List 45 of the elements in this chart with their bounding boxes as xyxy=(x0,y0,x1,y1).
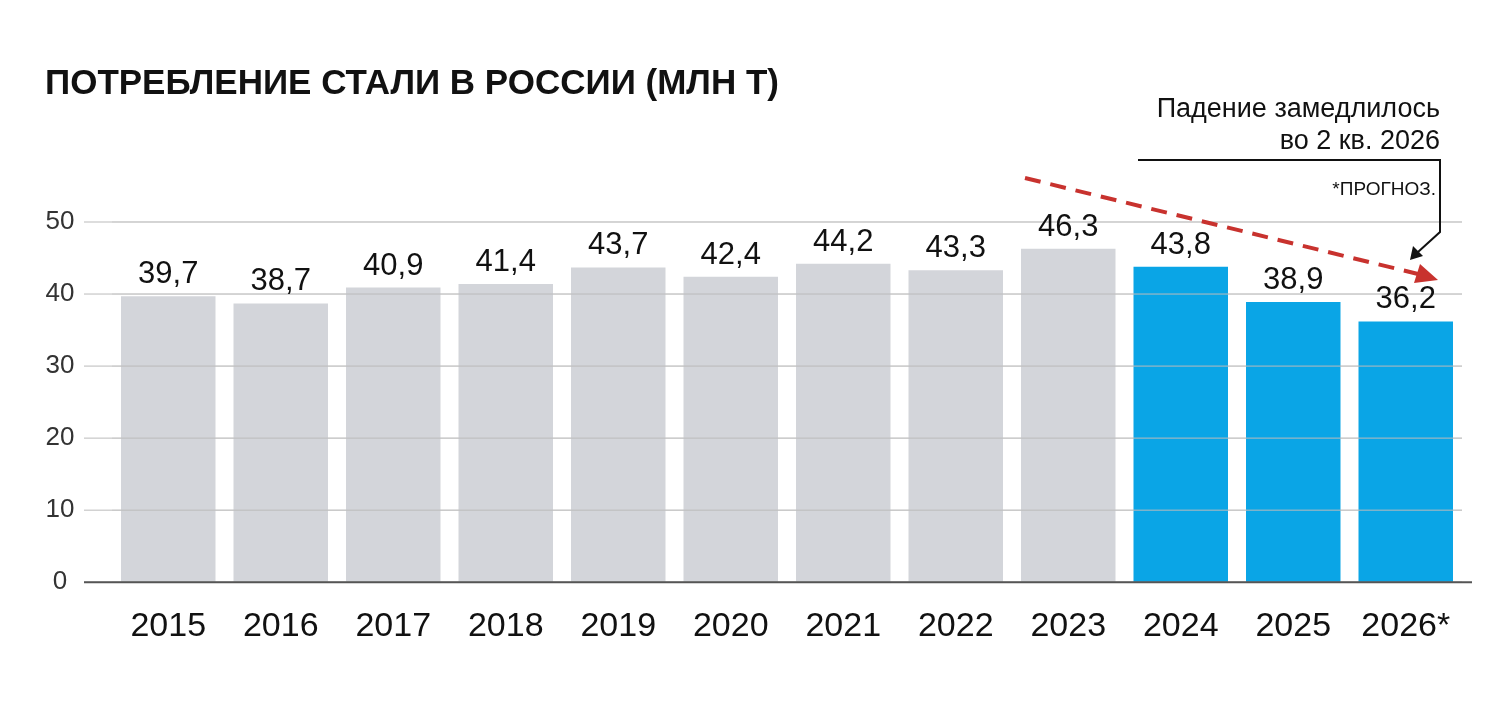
x-tick-label: 2023 xyxy=(1030,604,1107,643)
bar xyxy=(571,267,666,583)
x-tick-label: 2025 xyxy=(1255,604,1332,643)
chart-title: ПОТРЕБЛЕНИЕ СТАЛИ В РОССИИ (МЛН Т) xyxy=(45,62,779,102)
data-label: 36,2 xyxy=(1375,280,1436,316)
bar xyxy=(1133,266,1228,583)
x-tick-label: 2024 xyxy=(1142,604,1219,643)
x-tick-label: 2015 xyxy=(130,604,207,643)
data-label: 38,9 xyxy=(1263,261,1324,297)
bar xyxy=(233,303,328,583)
data-label: 44,2 xyxy=(813,222,874,258)
y-tick-label: 40 xyxy=(45,277,75,308)
data-label: 43,7 xyxy=(588,226,649,262)
x-tick-label: 2021 xyxy=(805,604,882,643)
text: Падение замедлилось во 2 кв. 2026 xyxy=(1156,92,1440,156)
bar xyxy=(683,276,778,583)
data-label: 41,4 xyxy=(475,243,536,278)
bar xyxy=(908,270,1003,583)
data-label: 42,4 xyxy=(700,235,761,271)
y-tick-label: 10 xyxy=(45,493,75,524)
data-label: 39,7 xyxy=(138,255,199,291)
bar xyxy=(1021,248,1116,583)
x-tick-label: 2017 xyxy=(355,604,432,643)
data-label: 43,3 xyxy=(925,229,986,265)
x-tick-label: 2020 xyxy=(692,604,769,643)
x-tick-label: 2016 xyxy=(242,604,319,643)
bar xyxy=(458,283,553,583)
y-tick-label: 30 xyxy=(45,349,75,380)
x-tick-label: 2026* xyxy=(1361,604,1451,643)
y-tick-label: 0 xyxy=(52,565,68,596)
x-tick-label: 2018 xyxy=(467,604,544,643)
y-tick-label: 50 xyxy=(45,205,75,236)
y-tick-label: 20 xyxy=(45,421,75,452)
x-tick-label: 2022 xyxy=(917,604,994,643)
data-label: 46,3 xyxy=(1038,207,1099,243)
bar xyxy=(1246,301,1341,583)
data-label: 40,9 xyxy=(363,246,424,282)
data-label: 43,8 xyxy=(1150,225,1211,261)
data-label: 38,7 xyxy=(250,262,311,298)
bar xyxy=(1358,321,1453,583)
x-tick-label: 2019 xyxy=(580,604,657,643)
bar xyxy=(346,287,441,583)
text: *ПРОГНОЗ. xyxy=(1332,178,1436,200)
bar xyxy=(796,263,891,583)
bar xyxy=(121,296,216,583)
